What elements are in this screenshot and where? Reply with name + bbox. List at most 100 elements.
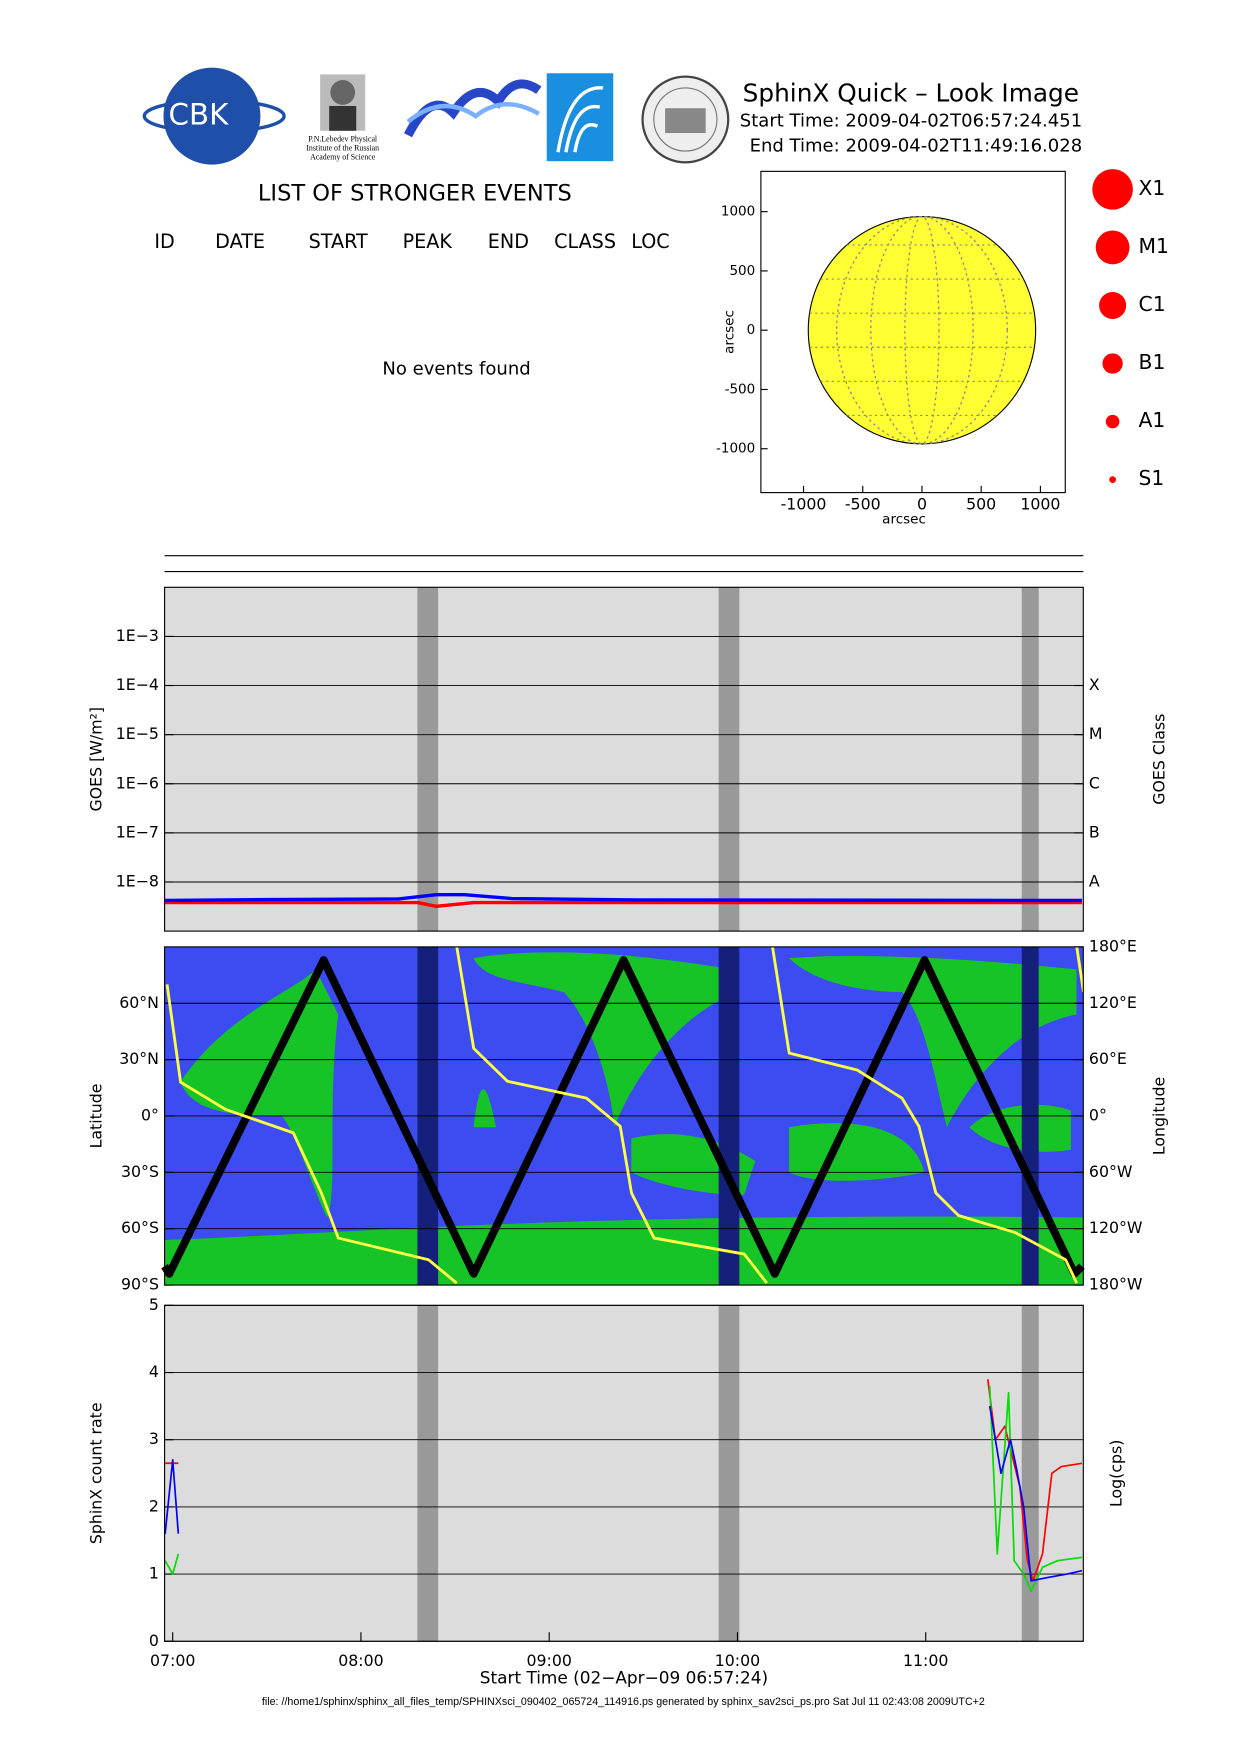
y2-tick-label: A [1089,871,1100,890]
y-tick-label: 1E−5 [116,724,159,743]
flare-class-label: C1 [1139,292,1166,316]
x-tick-label: 1000 [1020,495,1060,514]
x-tick-label: 09:00 [526,1651,571,1670]
events-title: LIST OF STRONGER EVENTS [258,180,572,206]
shaded-interval [417,1305,439,1642]
flare-size-marker [1092,169,1133,210]
y-tick-label: 1E−3 [116,626,159,645]
events-column: CLASS [554,230,616,253]
y-tick-label: 4 [149,1362,159,1381]
y2-tick-label: 60°W [1089,1162,1133,1181]
sun-frame [760,170,1066,494]
y2-tick-label: 60°E [1089,1049,1127,1068]
map-region [473,952,739,1128]
y-tick-label: 0 [149,1631,159,1650]
events-column: END [488,230,529,253]
y2-tick-label: B [1089,822,1100,841]
series-line [164,1405,1083,1582]
y2-tick-label: M [1089,724,1103,743]
flare-size-marker [1102,353,1123,374]
events-column: DATE [215,230,265,253]
lebedev-logo: P.N.Lebedev Physical Institute of the Ru… [306,74,379,162]
map-region [164,1216,1084,1286]
x-tick-label: 500 [966,495,996,514]
flare-size-marker [1099,291,1127,320]
y2-tick-label: C [1089,773,1100,792]
y2-tick-label: 180°E [1089,936,1137,955]
y-tick-label: 30°N [119,1049,159,1068]
y-tick-label: 5 [149,1295,159,1314]
shaded-interval [1021,587,1039,932]
y-axis-label: Latitude [86,1084,105,1149]
series-line [165,900,1082,908]
x-tick-label: 07:00 [150,1651,195,1670]
page-title: SphinX Quick – Look Image [743,79,1079,108]
series-line [165,893,1082,903]
shaded-interval [1021,1305,1039,1642]
y-tick-label: 1E−7 [116,822,159,841]
y-tick-label: 3 [149,1429,159,1448]
lebedev-line: Institute of the Russian [306,144,379,153]
y-tick-label: 0° [141,1105,159,1124]
x-tick-label: -1000 [781,495,827,514]
y-tick-label: -500 [725,381,756,397]
y2-tick-label: X [1089,675,1100,694]
y2-tick-label: 180°W [1089,1275,1143,1294]
plot-frame [164,586,1084,932]
y-tick-label: 0 [747,322,756,338]
series-line [165,946,1085,1285]
y2-tick-label: 120°W [1089,1218,1143,1237]
x-tick-label: 08:00 [338,1651,383,1670]
y-tick-label: 1E−4 [116,675,159,694]
y2-tick-label: 0° [1089,1105,1107,1124]
map-region [789,955,1077,1128]
end-time: End Time: 2009-04-02T11:49:16.028 [750,136,1083,157]
y-tick-label: 30°S [121,1162,159,1181]
y2-axis-label: Log(cps) [1107,1440,1126,1507]
cbk-text: CBK [169,98,230,132]
flare-size-marker [1095,230,1130,265]
series-line [161,956,1085,1278]
flare-class-label: X1 [1139,176,1166,200]
y-tick-label: 2 [149,1496,159,1515]
y-tick-label: 1E−6 [116,773,159,792]
meridian [870,215,974,445]
x-tick-label: 0 [917,495,927,514]
y-tick-label: -1000 [716,441,755,457]
flare-size-marker [1109,476,1116,484]
flare-class-label: S1 [1139,466,1165,490]
y-axis-label: SphinX count rate [86,1402,105,1544]
events-column: ID [154,230,174,253]
observatory-logo [546,73,614,162]
start-time: Start Time: 2009-04-02T06:57:24.451 [740,111,1082,132]
plot-background [164,587,1084,932]
plot-frame [164,1304,1084,1642]
y-tick-label: 60°S [121,1218,159,1237]
flare-size-marker [1105,414,1120,429]
lebedev-line: P.N.Lebedev Physical [308,135,378,144]
meridian [836,215,1008,445]
events-message: No events found [382,359,530,380]
map-region [473,1089,497,1128]
flare-class-label: M1 [1139,234,1169,258]
y2-axis-label: Longitude [1149,1077,1168,1155]
y2-tick-label: 120°E [1089,993,1137,1012]
x-tick-label: 10:00 [715,1651,760,1670]
y-axis-label: GOES [W/m²] [86,707,105,811]
mifi-logo [404,79,542,138]
plot-frame [164,946,1084,1286]
shaded-interval [718,587,740,932]
x-axis-label: arcsec [882,512,926,528]
y-tick-label: 1000 [721,204,755,220]
flare-class-label: A1 [1139,408,1166,432]
events-column: LOC [631,230,669,253]
x-tick-label: -500 [845,495,881,514]
events-column: PEAK [403,230,453,253]
x-axis-label: Start Time (02−Apr−09 06:57:24) [480,1667,768,1687]
y-tick-label: 1E−8 [116,871,159,890]
series-line [164,1385,1083,1592]
map-region [969,1104,1071,1152]
shaded-interval [718,1305,740,1642]
y-tick-label: 60°N [119,993,159,1012]
